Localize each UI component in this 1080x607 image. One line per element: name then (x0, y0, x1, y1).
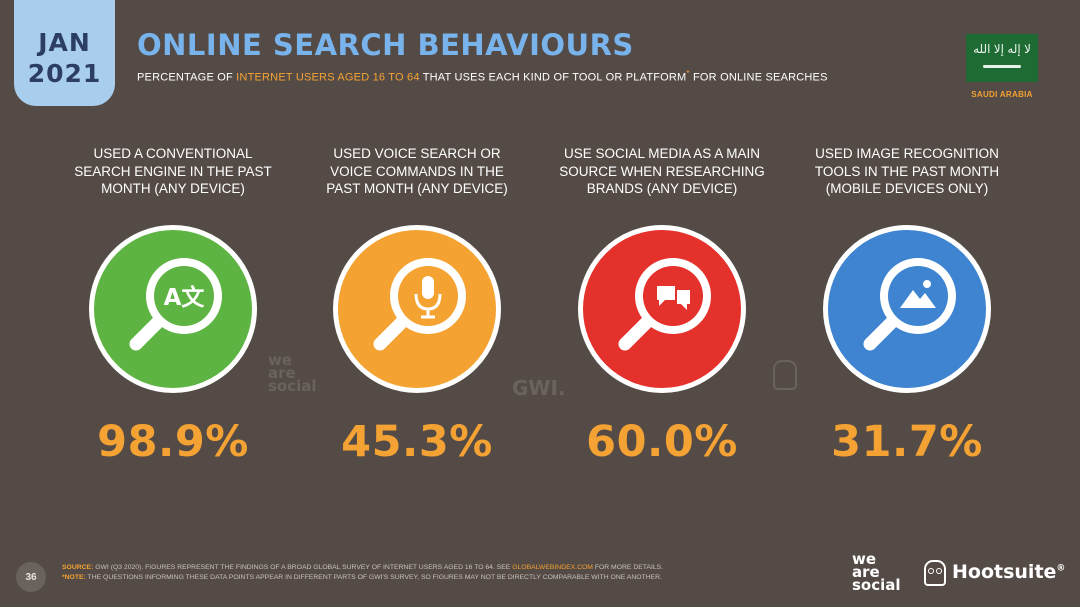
chat-bubbles-icon (618, 258, 711, 351)
source-line: SOURCE: GWI (Q3 2020). FIGURES REPRESENT… (62, 563, 822, 573)
hootsuite-wordmark: Hootsuite (952, 561, 1057, 583)
owl-watermark-icon (773, 360, 797, 390)
image-icon (863, 258, 956, 351)
source-text: GWI (Q3 2020). FIGURES REPRESENT THE FIN… (93, 564, 513, 571)
logo-line: are (852, 563, 880, 581)
source-key: SOURCE: (62, 564, 94, 571)
hootsuite-owl-icon (924, 560, 946, 586)
flag-inscription: لا إله إلا الله (973, 42, 1031, 56)
watermark-line: we (268, 351, 293, 369)
stat-card-voice-search: USED VOICE SEARCH OR VOICE COMMANDS IN T… (312, 145, 522, 467)
microphone-icon (373, 258, 466, 351)
stat-value: 60.0% (586, 417, 738, 467)
subtitle-text-middle: THAT USES EACH KIND OF TOOL OR PLATFORM (419, 71, 687, 84)
country-label: SAUDI ARABIA (971, 90, 1033, 99)
page-subtitle: PERCENTAGE OF INTERNET USERS AGED 16 TO … (137, 69, 828, 84)
stat-card-search-engine: USED A CONVENTIONAL SEARCH ENGINE IN THE… (68, 145, 278, 467)
subtitle-text: PERCENTAGE OF (137, 71, 237, 84)
image-recognition-circle (823, 225, 991, 393)
flag-sword (983, 65, 1021, 68)
we-are-social-watermark: we are social (268, 351, 317, 395)
date-year: 2021 (27, 59, 102, 88)
subtitle-highlight: INTERNET USERS AGED 16 TO 64 (236, 71, 420, 84)
watermark-line: social (268, 377, 317, 395)
note-text: THE QUESTIONS INFORMING THESE DATA POINT… (85, 574, 662, 581)
source-link[interactable]: GLOBALWEBINDEX.COM (512, 564, 593, 571)
date-badge: JAN 2021 (14, 0, 115, 106)
stat-label: USE SOCIAL MEDIA AS A MAIN SOURCE WHEN R… (559, 146, 765, 196)
search-engine-circle: A文 (89, 225, 257, 393)
note-line: *NOTE: THE QUESTIONS INFORMING THESE DAT… (62, 573, 822, 583)
translate-icon: A文 (129, 258, 222, 351)
note-key: *NOTE: (62, 574, 86, 581)
source-tail: FOR MORE DETAILS. (592, 564, 664, 571)
registered-mark: ® (1056, 563, 1066, 574)
saudi-flag-icon: لا إله إلا الله (966, 34, 1038, 82)
logo-line: we (852, 550, 877, 568)
stat-value: 31.7% (831, 417, 983, 467)
stat-label: USED IMAGE RECOGNITION TOOLS IN THE PAST… (814, 146, 1000, 196)
page-title: ONLINE SEARCH BEHAVIOURS (137, 28, 634, 62)
gwi-watermark: GWI. (512, 376, 566, 400)
translate-glyph: A文 (164, 284, 206, 311)
we-are-social-logo: we are social (852, 550, 901, 594)
stat-label: USED VOICE SEARCH OR VOICE COMMANDS IN T… (326, 146, 508, 196)
date-month: JAN (38, 28, 91, 57)
stat-label: USED A CONVENTIONAL SEARCH ENGINE IN THE… (74, 146, 272, 196)
footnote: SOURCE: GWI (Q3 2020). FIGURES REPRESENT… (62, 563, 822, 583)
social-media-circle (578, 225, 746, 393)
stat-value: 45.3% (341, 417, 493, 467)
stat-card-image-recognition: USED IMAGE RECOGNITION TOOLS IN THE PAST… (802, 145, 1012, 467)
watermark-line: are (268, 364, 296, 382)
page-number: 36 (16, 562, 46, 592)
stat-value: 98.9% (97, 417, 249, 467)
stat-card-social-media: USE SOCIAL MEDIA AS A MAIN SOURCE WHEN R… (557, 145, 767, 467)
voice-search-circle (333, 225, 501, 393)
logo-line: social (852, 576, 901, 594)
hootsuite-logo: Hootsuite® (952, 561, 1065, 583)
subtitle-asterisk: * (686, 69, 690, 78)
subtitle-text-tail: FOR ONLINE SEARCHES (689, 71, 828, 84)
